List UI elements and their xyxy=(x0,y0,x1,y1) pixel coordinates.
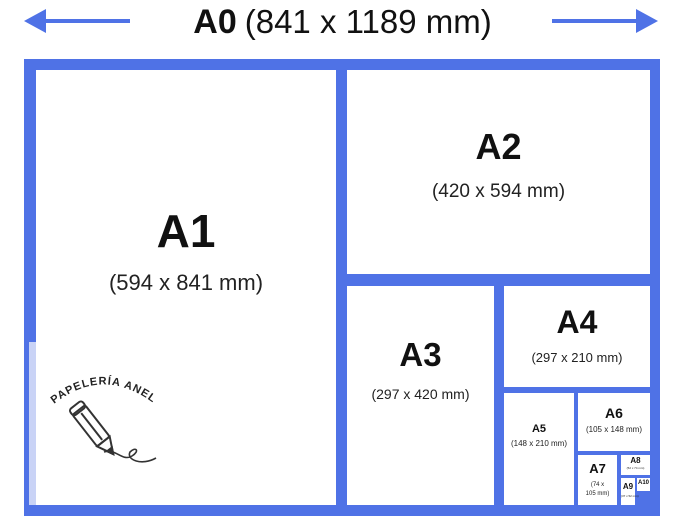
sheet-a5: A5 (148 x 210 mm) xyxy=(504,393,574,505)
sheet-a3: A3 (297 x 420 mm) xyxy=(347,286,494,505)
sheet-a8-name: A8 xyxy=(621,456,650,465)
sheet-a2-dims: (420 x 594 mm) xyxy=(347,181,650,203)
sheet-a9-name: A9 xyxy=(621,482,635,491)
sheet-a3-dims: (297 x 420 mm) xyxy=(347,386,494,402)
sheet-a9-dims: (37 x 52 mm) xyxy=(621,494,635,498)
arrow-right-icon xyxy=(548,4,660,38)
page-title: A0 (841 x 1189 mm) xyxy=(140,0,545,44)
header: A0 (841 x 1189 mm) xyxy=(0,0,685,50)
sheet-a3-name: A3 xyxy=(347,336,494,374)
sheet-a6-dims: (105 x 148 mm) xyxy=(578,425,650,434)
sheet-a4-name: A4 xyxy=(504,304,650,341)
sheet-a5-dims: (148 x 210 mm) xyxy=(504,439,574,448)
sheet-a9: A9 (37 x 52 mm) xyxy=(621,478,635,505)
sheet-a10: A10 xyxy=(637,478,650,491)
a0-label: A0 xyxy=(193,3,236,42)
sheet-a2-name: A2 xyxy=(347,126,650,168)
arrow-left-icon xyxy=(22,4,134,38)
sheet-a5-name: A5 xyxy=(504,423,574,435)
sheet-a8: A8 (52 x 74 mm) xyxy=(621,455,650,475)
sheet-a10-name: A10 xyxy=(637,480,650,486)
sheet-a6-name: A6 xyxy=(578,405,650,421)
pencil-icon: PAPELERÍA ANELL xyxy=(44,352,164,477)
sheet-a2: A2 (420 x 594 mm) xyxy=(347,70,650,274)
brand-watermark: PAPELERÍA ANELL xyxy=(44,352,159,406)
sheet-a4-dims: (297 x 210 mm) xyxy=(504,350,650,365)
sheet-a7: A7 (74 x 105 mm) xyxy=(578,455,617,505)
sheet-a7-name: A7 xyxy=(578,461,617,476)
sheet-edge-shading xyxy=(29,342,36,505)
svg-text:PAPELERÍA ANELL: PAPELERÍA ANELL xyxy=(44,352,159,406)
sheet-a4: A4 (297 x 210 mm) xyxy=(504,286,650,387)
a0-dimensions: (841 x 1189 mm) xyxy=(245,3,492,41)
sheet-a7-dims: (74 x 105 mm) xyxy=(578,481,617,499)
sheet-a1-name: A1 xyxy=(36,204,336,258)
sheet-a6: A6 (105 x 148 mm) xyxy=(578,393,650,451)
sheet-a8-dims: (52 x 74 mm) xyxy=(621,466,650,470)
sheet-a1-dims: (594 x 841 mm) xyxy=(36,270,336,296)
